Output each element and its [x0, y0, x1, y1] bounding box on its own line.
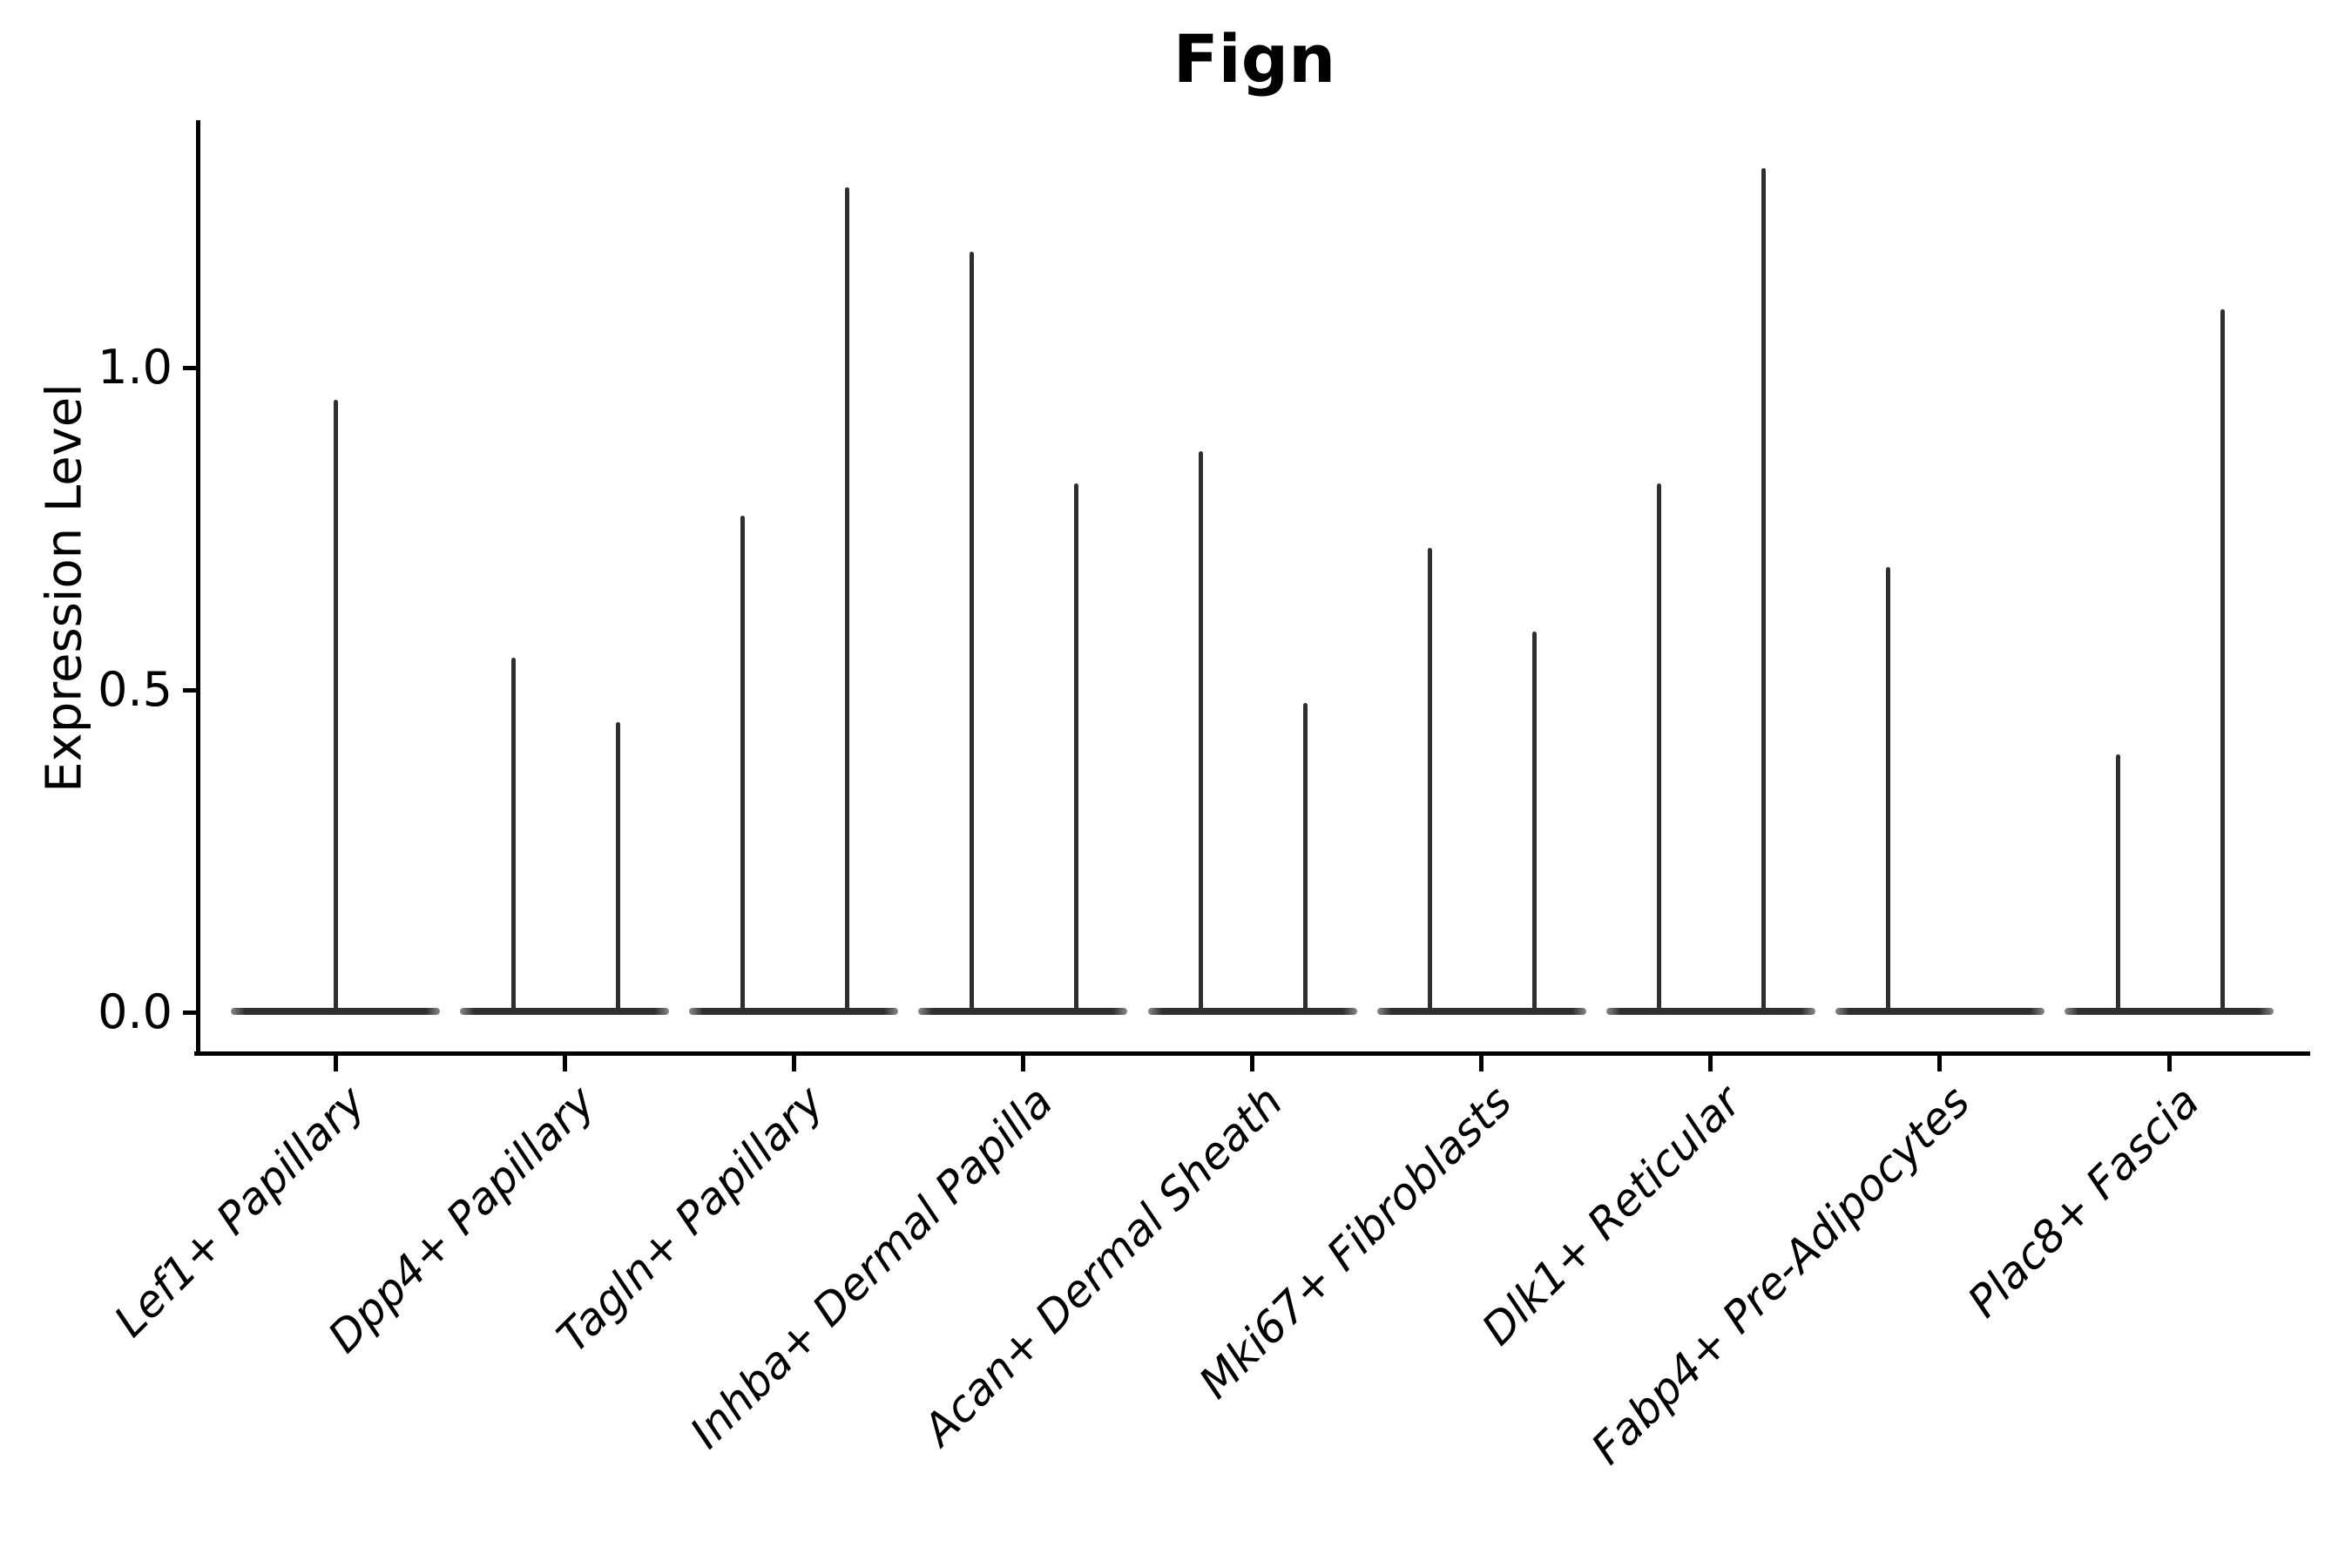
x-tick — [1708, 1054, 1713, 1071]
violin-body-bar — [1376, 1008, 1586, 1015]
y-tick-label: 0.5 — [98, 662, 172, 717]
violin-max-spike — [1428, 548, 1433, 1015]
x-axis-line — [194, 1051, 2310, 1056]
violin-body-bar — [918, 1008, 1128, 1015]
violin-max-spike — [2115, 754, 2120, 1015]
x-tick — [1479, 1054, 1484, 1071]
violin-max-spike — [1303, 702, 1308, 1015]
chart-title: Fign — [1173, 20, 1336, 98]
x-tick — [2166, 1054, 2172, 1071]
x-tick-label: Fabp4+ Pre-Adipocytes — [1581, 1076, 1980, 1475]
x-tick — [1937, 1054, 1943, 1071]
y-tick-label: 1.0 — [98, 340, 172, 395]
violin-max-spike — [844, 186, 849, 1015]
x-tick-label: Plac8+ Fascia — [1957, 1076, 2209, 1328]
violin-max-spike — [1657, 483, 1662, 1015]
violin-max-spike — [1886, 567, 1891, 1015]
violin-max-spike — [510, 658, 516, 1015]
x-tick — [1250, 1054, 1254, 1071]
violin-max-spike — [969, 251, 974, 1015]
violin-max-spike — [1761, 167, 1767, 1015]
violin-body-bar — [1147, 1008, 1357, 1015]
violin-max-spike — [615, 722, 620, 1015]
y-tick-label: 0.0 — [98, 984, 172, 1039]
y-tick — [183, 687, 197, 693]
y-axis-title: Expression Level — [36, 383, 93, 793]
x-tick — [1020, 1054, 1025, 1071]
violin-body-bar — [2065, 1008, 2274, 1015]
y-tick — [183, 365, 197, 370]
y-axis-line — [196, 120, 200, 1056]
violin-max-spike — [333, 400, 338, 1015]
violin-max-spike — [1199, 451, 1203, 1015]
x-tick — [333, 1054, 338, 1071]
violin-body-bar — [689, 1008, 899, 1015]
x-tick — [562, 1054, 567, 1071]
violin-body-bar — [460, 1008, 670, 1015]
violin-max-spike — [740, 516, 745, 1015]
y-tick — [183, 1010, 197, 1015]
violin-max-spike — [2220, 309, 2225, 1015]
violin-max-spike — [1073, 483, 1078, 1015]
violin-max-spike — [1532, 632, 1538, 1015]
violin-body-bar — [1605, 1008, 1815, 1015]
x-tick — [791, 1054, 796, 1071]
violin-body-bar — [1835, 1008, 2044, 1015]
